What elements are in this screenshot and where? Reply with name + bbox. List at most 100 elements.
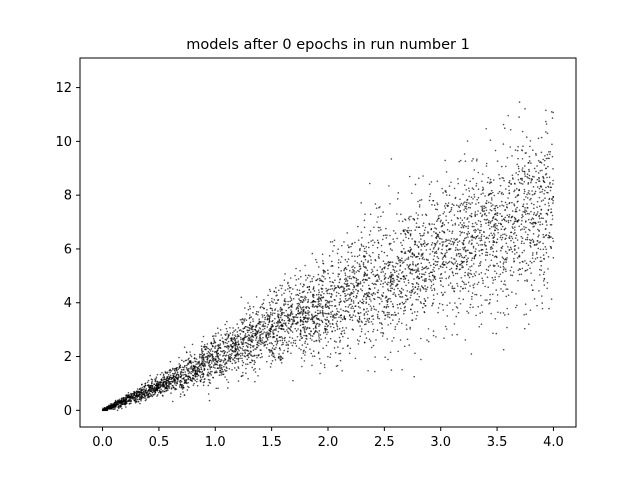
- scatter-point: [529, 145, 531, 148]
- scatter-point: [264, 318, 266, 321]
- scatter-point: [335, 322, 338, 325]
- scatter-point: [269, 316, 271, 319]
- scatter-point: [275, 346, 277, 349]
- scatter-point: [145, 394, 148, 397]
- scatter-point: [266, 343, 269, 346]
- scatter-point: [484, 273, 487, 275]
- scatter-point: [190, 365, 193, 367]
- scatter-point: [387, 289, 390, 292]
- scatter-point: [308, 332, 310, 335]
- scatter-point: [323, 312, 325, 315]
- scatter-point: [321, 288, 323, 290]
- scatter-point: [220, 370, 223, 373]
- scatter-point: [144, 390, 147, 393]
- scatter-point: [181, 366, 184, 369]
- scatter-point: [515, 210, 518, 213]
- scatter-point: [365, 296, 368, 299]
- scatter-point: [416, 244, 418, 247]
- scatter-point: [531, 175, 534, 178]
- scatter-point: [283, 303, 285, 305]
- scatter-point: [368, 284, 370, 287]
- scatter-point: [146, 392, 148, 394]
- scatter-point: [265, 360, 268, 363]
- scatter-point: [368, 318, 371, 320]
- scatter-point: [411, 319, 413, 322]
- scatter-point: [289, 328, 292, 331]
- scatter-point: [277, 322, 279, 325]
- scatter-point: [408, 344, 411, 346]
- scatter-point: [517, 200, 519, 203]
- scatter-point: [483, 231, 485, 234]
- scatter-point: [464, 160, 467, 163]
- scatter-point: [401, 262, 404, 264]
- scatter-point: [334, 305, 336, 307]
- scatter-point: [187, 367, 190, 370]
- scatter-point: [163, 378, 166, 381]
- scatter-point: [151, 395, 154, 398]
- scatter-point: [394, 232, 397, 234]
- scatter-point: [352, 276, 355, 279]
- scatter-point: [331, 316, 334, 318]
- scatter-point: [318, 330, 321, 332]
- scatter-point: [308, 311, 311, 313]
- scatter-point: [117, 407, 120, 410]
- scatter-point: [308, 317, 310, 319]
- scatter-point: [527, 233, 529, 236]
- scatter-point: [256, 324, 258, 326]
- scatter-point: [420, 285, 423, 287]
- scatter-point: [536, 211, 539, 213]
- scatter-point: [252, 336, 255, 338]
- scatter-point: [344, 258, 347, 261]
- scatter-point: [369, 288, 372, 290]
- scatter-point: [237, 380, 240, 382]
- scatter-point: [198, 365, 200, 368]
- scatter-point: [322, 296, 325, 298]
- scatter-point: [469, 207, 472, 209]
- scatter-point: [161, 394, 164, 397]
- scatter-point: [209, 352, 212, 355]
- scatter-point: [420, 275, 423, 278]
- scatter-point: [183, 382, 186, 384]
- scatter-point: [399, 269, 401, 271]
- scatter-point: [354, 305, 356, 308]
- scatter-point: [544, 197, 546, 199]
- scatter-point: [394, 271, 396, 274]
- scatter-point: [538, 268, 541, 271]
- scatter-point: [262, 332, 264, 335]
- scatter-point: [233, 350, 235, 352]
- scatter-point: [322, 315, 325, 317]
- scatter-point: [435, 336, 437, 338]
- scatter-point: [153, 393, 156, 395]
- scatter-point: [348, 304, 351, 306]
- scatter-point: [423, 229, 426, 232]
- scatter-point: [356, 319, 359, 321]
- scatter-point: [524, 213, 527, 215]
- scatter-point: [339, 341, 341, 343]
- scatter-point: [480, 239, 483, 242]
- scatter-point: [255, 339, 257, 341]
- scatter-point: [188, 370, 190, 373]
- scatter-point: [280, 336, 283, 338]
- scatter-point: [446, 262, 449, 265]
- scatter-point: [269, 366, 272, 368]
- scatter-point: [447, 284, 450, 286]
- scatter-point: [230, 354, 233, 356]
- scatter-point: [382, 234, 385, 237]
- scatter-point: [240, 321, 243, 323]
- scatter-point: [481, 189, 484, 192]
- scatter-point: [537, 228, 539, 231]
- scatter-point: [169, 374, 172, 377]
- scatter-point: [473, 193, 476, 196]
- scatter-point: [467, 227, 469, 230]
- scatter-point: [246, 335, 249, 338]
- scatter-point: [367, 241, 370, 244]
- scatter-point: [302, 326, 304, 329]
- scatter-point: [532, 226, 534, 228]
- scatter-point: [338, 336, 341, 339]
- scatter-point: [160, 388, 162, 391]
- scatter-point: [551, 218, 554, 220]
- scatter-point: [140, 398, 143, 400]
- scatter-point: [480, 323, 483, 326]
- scatter-point: [527, 228, 530, 231]
- scatter-point: [262, 328, 264, 331]
